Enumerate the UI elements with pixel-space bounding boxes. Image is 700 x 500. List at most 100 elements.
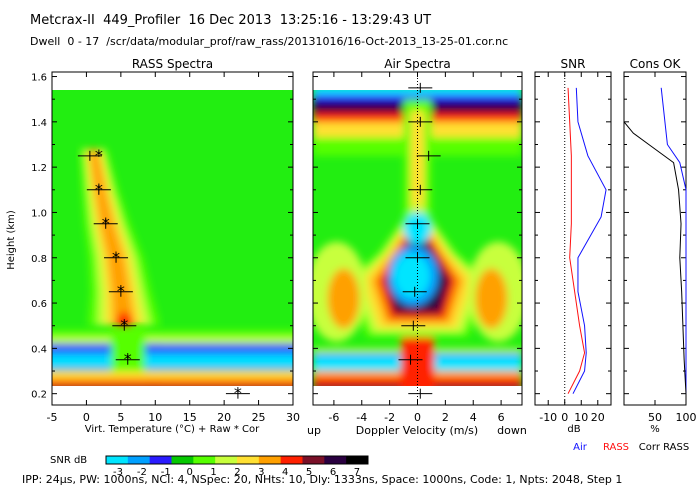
- colorbar-tick: 0: [186, 467, 192, 478]
- x-tick-label-0: -5: [47, 411, 58, 424]
- x-tick-label-0: 25: [252, 411, 266, 424]
- air-x-label-up: up: [307, 424, 321, 437]
- colorbar-frame: [105, 455, 369, 465]
- x-tick-label-0: 15: [183, 411, 197, 424]
- panel-frame-0: [51, 71, 294, 406]
- colorbar-tick: -1: [161, 467, 171, 478]
- rass-band-left-5: [52, 382, 160, 386]
- colorbar-label: SNR dB: [50, 455, 87, 466]
- x-tick-label-0: 20: [217, 411, 231, 424]
- rass-cor-marker: *: [124, 350, 132, 369]
- air-wing-inner-1: [475, 268, 508, 329]
- colorbar-tick: 6: [330, 467, 336, 478]
- rass-band-left-4: [52, 377, 160, 385]
- air-x-label-down: down: [497, 424, 527, 437]
- rass-band-cyan: [52, 356, 293, 367]
- rass-plume-band-4: [89, 149, 136, 326]
- y-tick-label: 0.2: [31, 390, 47, 401]
- legend-air: Air: [573, 442, 588, 453]
- rass-band-right-3: [147, 371, 293, 383]
- air-core-cyan: [393, 253, 431, 298]
- colorbar-tick: -3: [113, 467, 123, 478]
- colorbar-tick: 7: [354, 467, 360, 478]
- colorbar-tick: 5: [306, 467, 312, 478]
- rass-cor-marker: *: [95, 180, 103, 199]
- air-top-band-4: [313, 90, 522, 102]
- x-tick-label-2: -10: [539, 411, 557, 424]
- x-tick-label-3: 100: [676, 411, 697, 424]
- x-tick-label-2: 10: [574, 411, 588, 424]
- colorbar-tick: 2: [234, 467, 240, 478]
- colorbar-swatch: [215, 456, 238, 464]
- footer-info: IPP: 24µs, PW: 1000ns, NCI: 4, NSpec: 20…: [22, 473, 623, 486]
- x-tick-label-1: 2: [442, 411, 449, 424]
- plot-header-line1: Metcrax-II 449_Profiler 16 Dec 2013 13:2…: [30, 13, 432, 28]
- y-tick-label: 1.0: [31, 208, 47, 219]
- air-top-band-5: [313, 90, 522, 95]
- colorbar-swatch: [324, 456, 347, 464]
- plot-header-line2: Dwell 0 - 17 /scr/data/modular_prof/raw_…: [30, 35, 509, 48]
- panel-frame-3: [623, 71, 687, 406]
- colorbar-swatch: [346, 456, 369, 464]
- x-tick-label-3: 50: [648, 411, 662, 424]
- air-wing-inner-0: [327, 268, 360, 329]
- colorbar-swatch: [258, 456, 282, 464]
- x-tick-label-1: 6: [498, 411, 505, 424]
- y-tick-label: 0.8: [31, 254, 47, 265]
- x-tick-label-1: -2: [384, 411, 395, 424]
- x-tick-label-0: 0: [83, 411, 90, 424]
- colorbar-tick: -2: [137, 467, 147, 478]
- colorbar-swatch: [127, 456, 151, 464]
- x-tick-label-0: 5: [117, 411, 124, 424]
- cons-line-1: [623, 121, 687, 394]
- colorbar-swatch: [280, 456, 303, 464]
- rass-plume: [79, 149, 161, 340]
- y-tick-label: 0.4: [31, 344, 47, 355]
- colorbar-swatch: [302, 456, 325, 464]
- rass-cor-marker: *: [120, 316, 128, 335]
- legend-corr: Corr RASS: [639, 442, 689, 453]
- snr-x-label: dB: [567, 424, 580, 435]
- x-tick-label-0: 30: [286, 411, 300, 424]
- y-tick-label: 0.6: [31, 299, 47, 310]
- x-tick-label-2: 0: [561, 411, 568, 424]
- y-tick-label: 1.6: [31, 73, 47, 84]
- panel-title-2: SNR: [561, 57, 586, 71]
- x-tick-label-1: 0: [414, 411, 421, 424]
- rass-cor-marker: *: [112, 248, 120, 267]
- y-tick-label: 1.4: [31, 118, 47, 129]
- rass-cor-marker: *: [95, 146, 103, 165]
- colorbar-swatch: [237, 456, 260, 464]
- colorbar-tick: 3: [258, 467, 264, 478]
- colorbar-tick: 1: [210, 467, 216, 478]
- x-tick-label-0: 10: [148, 411, 162, 424]
- rass-cor-marker: *: [234, 384, 242, 403]
- rass-low-bands: [40, 325, 347, 392]
- colorbar-swatch: [171, 456, 194, 464]
- rass-band-right-5: [147, 382, 293, 386]
- x-tick-label-1: 4: [470, 411, 477, 424]
- panel-frame-2: [534, 71, 612, 406]
- legend-rass: RASS: [603, 442, 629, 453]
- colorbar-swatch: [106, 456, 129, 464]
- snr-line-air: [572, 87, 607, 394]
- snr-line-rass: [567, 87, 586, 394]
- rass-band-left-6: [40, 387, 160, 392]
- rass-band-right-4: [147, 377, 293, 385]
- cons-x-label: %: [650, 424, 660, 435]
- x-tick-label-2: 20: [591, 411, 605, 424]
- rass-band-left-3: [52, 371, 160, 383]
- rass-band-right-6: [147, 387, 347, 392]
- rass-x-label: Virt. Temperature (°C) + Raw * Cor: [85, 424, 260, 435]
- rass-cor-marker: *: [102, 214, 110, 233]
- cons-line-0: [660, 87, 687, 394]
- y-tick-label: 1.2: [31, 163, 47, 174]
- x-tick-label-1: -4: [356, 411, 367, 424]
- panel-title-0: RASS Spectra: [132, 57, 213, 71]
- x-tick-label-1: -6: [328, 411, 339, 424]
- panel-title-3: Cons OK: [630, 57, 682, 71]
- colorbar-swatch: [149, 456, 172, 464]
- rass-cor-marker: *: [117, 282, 125, 301]
- panel-title-1: Air Spectra: [384, 57, 451, 71]
